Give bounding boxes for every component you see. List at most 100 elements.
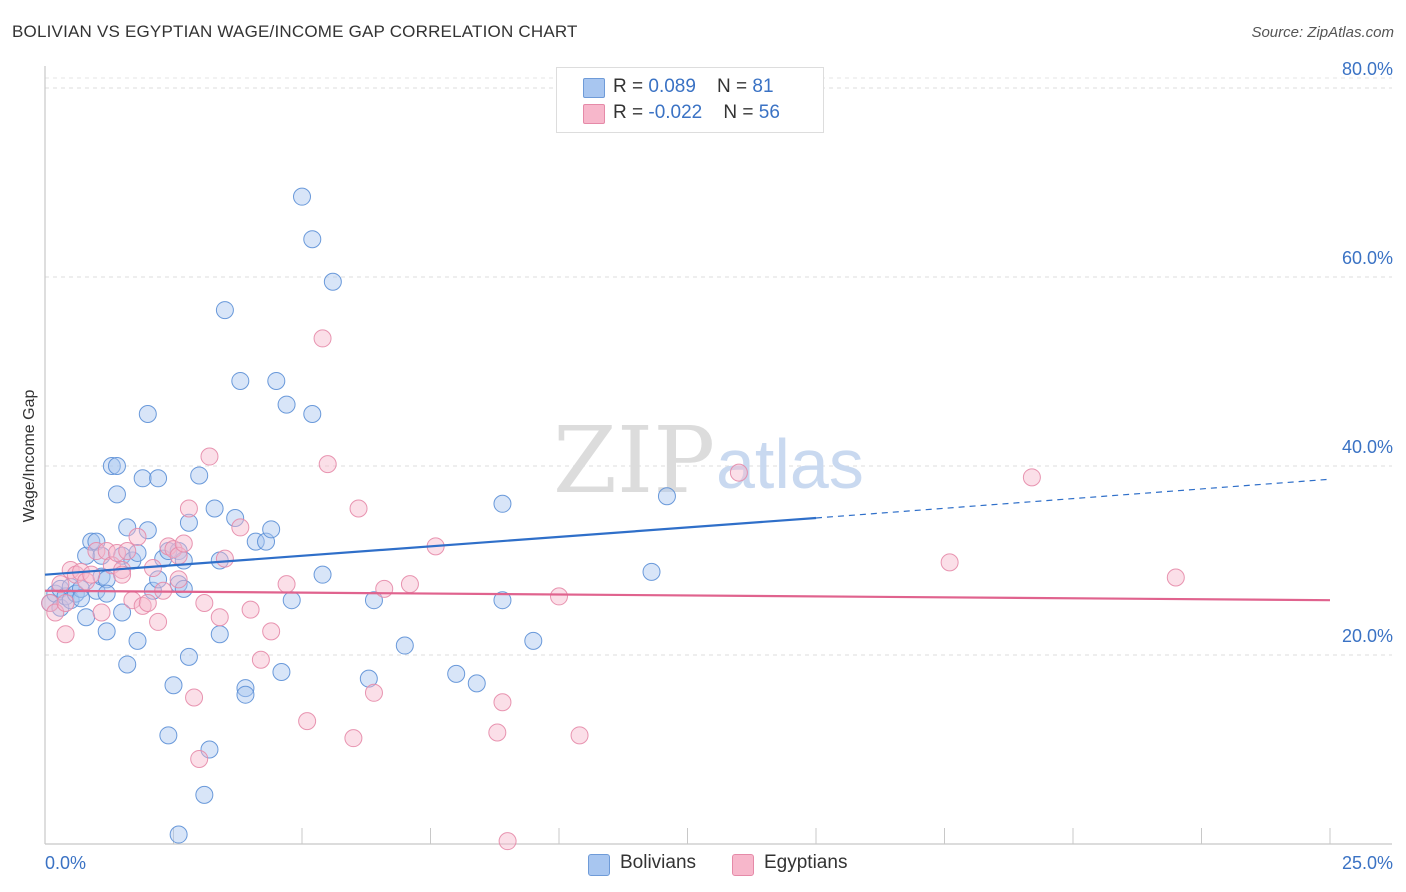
point-egyptians [313, 329, 332, 348]
point-egyptians [200, 447, 219, 466]
point-bolivians [657, 487, 676, 506]
point-bolivians [87, 532, 106, 551]
point-bolivians [226, 508, 245, 527]
point-bolivians [179, 513, 198, 532]
point-bolivians [215, 301, 234, 320]
point-bolivians [179, 647, 198, 666]
point-egyptians [46, 603, 65, 622]
point-bolivians [82, 532, 101, 551]
point-bolivians [205, 499, 224, 518]
point-bolivians [231, 371, 250, 390]
point-bolivians [149, 570, 168, 589]
point-egyptians [128, 527, 147, 546]
point-bolivians [210, 625, 229, 644]
point-bolivians [303, 230, 322, 249]
point-bolivians [195, 785, 214, 804]
point-bolivians [303, 405, 322, 424]
point-egyptians [118, 542, 137, 561]
legend-swatch-egyptians [583, 104, 605, 124]
point-egyptians [138, 594, 157, 613]
point-egyptians [570, 726, 589, 745]
trend-line-egyptians [44, 589, 1331, 602]
point-bolivians [46, 584, 65, 603]
x-tick-label: 0.0% [45, 853, 86, 873]
point-bolivians [447, 664, 466, 683]
point-bolivians [272, 663, 291, 682]
point-bolivians [262, 520, 281, 539]
point-bolivians [97, 622, 116, 641]
point-egyptians [56, 625, 75, 644]
point-egyptians [210, 608, 229, 627]
legend-swatch-bolivians [583, 78, 605, 98]
point-bolivians [277, 395, 296, 414]
y-tick-labels: 20.0% 40.0% 60.0% 80.0% [1342, 59, 1393, 646]
point-egyptians [41, 594, 60, 613]
point-egyptians [1166, 568, 1185, 587]
point-bolivians [246, 532, 265, 551]
point-egyptians [251, 650, 270, 669]
legend-swatch-egyptians [732, 854, 754, 876]
point-bolivians [524, 631, 543, 650]
point-egyptians [349, 499, 368, 518]
point-egyptians [179, 499, 198, 518]
point-bolivians [66, 584, 85, 603]
point-bolivians [102, 457, 121, 475]
point-bolivians [97, 584, 116, 603]
point-egyptians [87, 542, 106, 561]
y-tick-label: 20.0% [1342, 626, 1393, 646]
point-egyptians [51, 575, 70, 594]
point-egyptians [195, 594, 214, 613]
point-bolivians [138, 521, 157, 540]
point-egyptians [66, 565, 85, 584]
n-value-bolivians: 81 [752, 76, 774, 97]
point-egyptians [262, 622, 281, 641]
point-bolivians [267, 371, 286, 390]
point-egyptians [277, 575, 296, 594]
y-tick-label: 80.0% [1342, 59, 1393, 79]
point-bolivians [159, 726, 178, 745]
point-bolivians [149, 469, 168, 488]
point-bolivians [118, 655, 137, 674]
point-egyptians [231, 518, 250, 537]
n-value-egyptians: 56 [758, 102, 780, 123]
point-egyptians [133, 596, 152, 615]
point-bolivians [293, 187, 311, 206]
point-bolivians [113, 603, 132, 622]
legend-label-egyptians: Egyptians [764, 852, 848, 873]
point-egyptians [82, 565, 101, 584]
point-egyptians [318, 455, 337, 474]
point-bolivians [128, 631, 147, 650]
point-egyptians [400, 575, 419, 594]
point-bolivians [92, 546, 111, 565]
trend-lines [44, 478, 1331, 602]
point-bolivians [174, 579, 193, 598]
data-points [41, 187, 1185, 851]
trend-line-bolivians [44, 516, 817, 576]
legend-label-bolivians: Bolivians [620, 852, 697, 873]
point-egyptians [298, 712, 317, 731]
point-egyptians [190, 749, 209, 768]
trend-line-bolivians-projection [815, 478, 1331, 519]
point-bolivians [107, 457, 126, 475]
point-egyptians [113, 565, 132, 584]
point-egyptians [215, 549, 234, 568]
point-bolivians [236, 685, 255, 704]
point-egyptians [92, 603, 111, 622]
point-bolivians [190, 466, 209, 485]
point-bolivians [138, 405, 157, 424]
legend-swatch-bolivians [588, 854, 610, 876]
point-egyptians [364, 683, 383, 702]
point-egyptians [344, 729, 363, 748]
point-bolivians [642, 562, 661, 581]
point-bolivians [313, 565, 332, 584]
point-egyptians [488, 723, 507, 742]
point-bolivians [359, 669, 378, 688]
point-egyptians [375, 579, 394, 598]
point-bolivians [467, 674, 486, 693]
point-egyptians [241, 600, 260, 619]
point-bolivians [282, 591, 301, 610]
point-bolivians [323, 272, 342, 291]
point-bolivians [107, 485, 126, 504]
point-bolivians [118, 518, 137, 537]
point-egyptians [169, 570, 188, 589]
